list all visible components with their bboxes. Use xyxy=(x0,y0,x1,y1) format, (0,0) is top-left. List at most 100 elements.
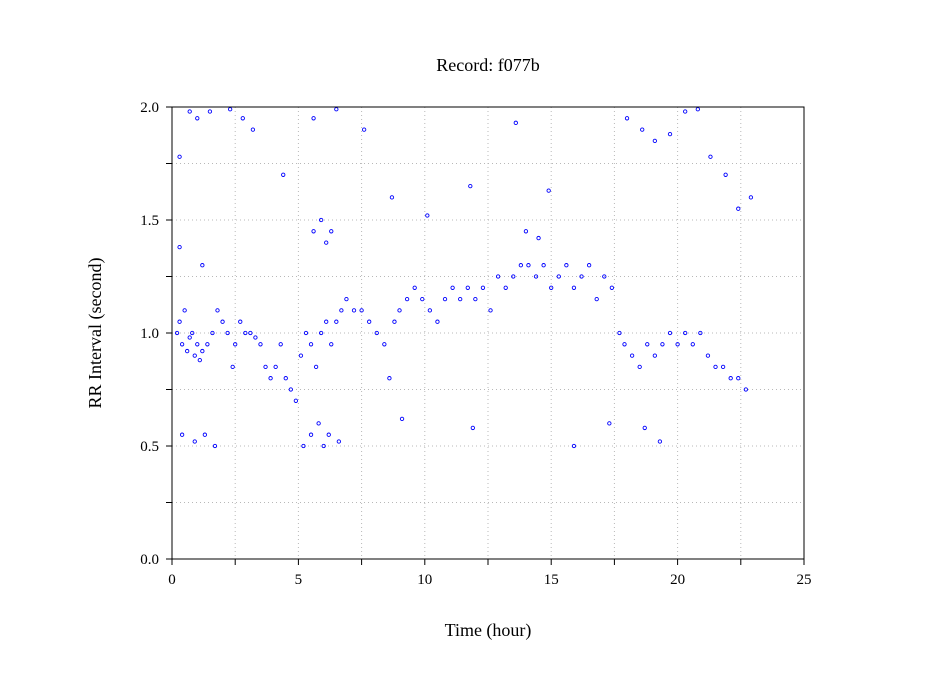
data-point xyxy=(278,342,283,347)
data-point xyxy=(748,195,754,200)
data-point xyxy=(427,308,433,313)
data-point xyxy=(311,116,316,121)
data-point xyxy=(533,274,539,279)
x-tick-label: 15 xyxy=(544,572,559,588)
data-point xyxy=(564,263,569,268)
data-point xyxy=(303,330,309,336)
data-point xyxy=(518,263,524,268)
data-point xyxy=(675,342,680,347)
data-point xyxy=(225,330,230,336)
data-point xyxy=(526,263,531,268)
data-point xyxy=(652,138,657,144)
data-point xyxy=(326,432,331,437)
data-point xyxy=(240,116,245,121)
data-point xyxy=(468,183,473,189)
data-point xyxy=(622,342,627,347)
data-points xyxy=(174,107,754,449)
data-point xyxy=(683,109,688,114)
data-point xyxy=(192,439,197,444)
data-point xyxy=(705,353,711,358)
x-tick-label: 25 xyxy=(797,572,812,588)
data-point xyxy=(329,342,334,347)
data-point xyxy=(233,342,238,347)
y-tick-label: 1.0 xyxy=(140,326,159,342)
data-point xyxy=(212,443,218,449)
data-point xyxy=(556,274,561,279)
data-point xyxy=(367,319,372,324)
data-point xyxy=(637,364,642,370)
data-point xyxy=(318,330,324,336)
data-point xyxy=(334,319,339,324)
data-point xyxy=(311,229,316,234)
data-point xyxy=(227,107,233,112)
data-point xyxy=(248,330,253,336)
data-point xyxy=(511,274,516,279)
data-point xyxy=(220,319,225,324)
data-point xyxy=(392,319,397,324)
data-point xyxy=(450,285,455,290)
data-point xyxy=(179,342,185,347)
data-point xyxy=(313,364,319,370)
data-point xyxy=(660,342,665,347)
data-point xyxy=(435,319,440,324)
y-tick-label: 0.5 xyxy=(140,439,159,455)
data-point xyxy=(324,240,329,245)
x-tick-label: 10 xyxy=(417,572,432,588)
axis-ticks: 0 5 10 15 20 25 0.0 0.5 1.0 1.5 2.0 xyxy=(140,100,811,588)
data-point xyxy=(473,296,478,302)
data-point xyxy=(185,348,190,354)
data-point xyxy=(720,364,726,370)
data-point xyxy=(359,308,364,313)
data-point xyxy=(617,330,622,336)
data-point xyxy=(238,319,243,324)
y-tick-label: 2.0 xyxy=(140,100,159,116)
data-point xyxy=(609,285,615,290)
data-point xyxy=(420,296,425,302)
y-axis-label: RR Interval (second) xyxy=(85,258,106,409)
data-point xyxy=(652,353,657,358)
data-point xyxy=(316,421,321,426)
data-point xyxy=(523,229,529,234)
data-point xyxy=(404,296,410,302)
data-point xyxy=(288,387,293,392)
data-point xyxy=(318,217,324,223)
data-point xyxy=(283,376,288,381)
data-point xyxy=(215,308,220,313)
data-point xyxy=(174,330,180,336)
data-point xyxy=(690,342,695,347)
data-point xyxy=(250,127,256,132)
data-point xyxy=(571,285,577,290)
data-point xyxy=(329,229,334,234)
data-point xyxy=(200,263,205,268)
data-point xyxy=(571,443,577,449)
data-point xyxy=(389,195,395,200)
data-point xyxy=(470,425,475,431)
data-point xyxy=(339,308,344,313)
data-point xyxy=(594,296,599,302)
data-point xyxy=(736,376,741,381)
data-point xyxy=(187,109,192,114)
data-point xyxy=(202,432,208,437)
data-point xyxy=(657,439,663,444)
data-point xyxy=(298,353,304,358)
data-point xyxy=(629,353,635,358)
data-point xyxy=(667,330,673,336)
data-point xyxy=(281,172,286,177)
data-point xyxy=(197,357,202,363)
data-point xyxy=(667,131,673,137)
data-point xyxy=(541,263,546,268)
data-point xyxy=(387,376,392,381)
data-point xyxy=(723,172,728,177)
data-point xyxy=(301,443,306,449)
data-point xyxy=(179,432,185,437)
data-point xyxy=(736,206,741,211)
data-point xyxy=(488,308,493,313)
data-point xyxy=(182,308,187,313)
x-tick-label: 5 xyxy=(295,572,303,588)
data-point xyxy=(546,188,551,193)
data-point xyxy=(273,364,278,370)
data-point xyxy=(293,398,299,403)
data-point xyxy=(513,120,518,125)
data-point xyxy=(336,439,341,444)
